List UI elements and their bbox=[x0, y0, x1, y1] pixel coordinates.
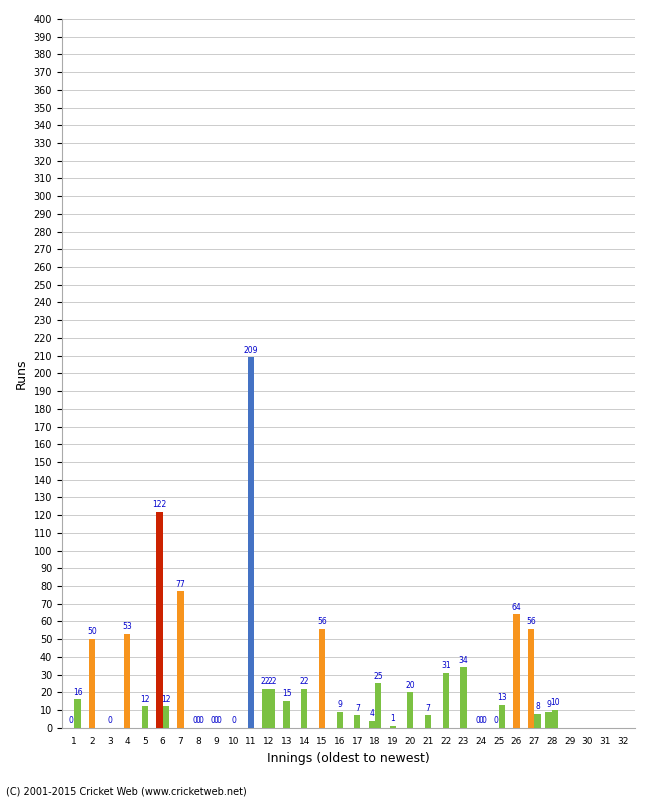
Bar bbox=[514, 614, 519, 728]
Text: 0: 0 bbox=[107, 716, 112, 725]
Text: 0: 0 bbox=[196, 716, 201, 725]
Bar bbox=[301, 689, 307, 728]
Text: 22: 22 bbox=[267, 677, 277, 686]
Bar bbox=[528, 629, 534, 728]
Text: 8: 8 bbox=[535, 702, 539, 711]
Text: 0: 0 bbox=[192, 716, 197, 725]
Bar bbox=[163, 706, 169, 728]
Text: 22: 22 bbox=[261, 677, 270, 686]
Text: 0: 0 bbox=[231, 716, 236, 725]
Bar bbox=[269, 689, 275, 728]
Text: 0: 0 bbox=[68, 716, 73, 725]
Text: 9: 9 bbox=[546, 700, 551, 709]
Text: 13: 13 bbox=[497, 693, 507, 702]
Text: 122: 122 bbox=[152, 500, 166, 509]
Text: 56: 56 bbox=[526, 617, 536, 626]
Text: 0: 0 bbox=[482, 716, 487, 725]
Text: 0: 0 bbox=[493, 716, 498, 725]
Y-axis label: Runs: Runs bbox=[15, 358, 28, 389]
Text: 31: 31 bbox=[441, 661, 450, 670]
Text: 7: 7 bbox=[426, 704, 430, 713]
Text: 50: 50 bbox=[87, 627, 97, 637]
Bar bbox=[157, 511, 162, 728]
Bar bbox=[263, 689, 268, 728]
Text: 0: 0 bbox=[213, 716, 218, 725]
Text: 4: 4 bbox=[369, 709, 374, 718]
Text: 0: 0 bbox=[210, 716, 215, 725]
Bar bbox=[408, 692, 413, 728]
Bar bbox=[369, 721, 375, 728]
X-axis label: Innings (oldest to newest): Innings (oldest to newest) bbox=[267, 752, 430, 765]
Bar bbox=[142, 706, 148, 728]
Text: 64: 64 bbox=[512, 602, 521, 612]
Text: 77: 77 bbox=[176, 580, 185, 589]
Bar bbox=[248, 358, 254, 728]
Bar bbox=[425, 715, 431, 728]
Bar bbox=[283, 701, 290, 728]
Bar bbox=[337, 712, 343, 728]
Text: 0: 0 bbox=[216, 716, 222, 725]
Text: 12: 12 bbox=[161, 695, 171, 704]
Text: 12: 12 bbox=[140, 695, 150, 704]
Bar bbox=[443, 673, 449, 728]
Text: 20: 20 bbox=[406, 681, 415, 690]
Text: 53: 53 bbox=[122, 622, 132, 631]
Bar bbox=[124, 634, 131, 728]
Text: 22: 22 bbox=[300, 677, 309, 686]
Text: 10: 10 bbox=[551, 698, 560, 707]
Bar bbox=[318, 629, 325, 728]
Text: 15: 15 bbox=[281, 690, 291, 698]
Text: 0: 0 bbox=[199, 716, 204, 725]
Text: 7: 7 bbox=[355, 704, 359, 713]
Bar bbox=[534, 714, 541, 728]
Bar bbox=[89, 639, 95, 728]
Bar bbox=[75, 699, 81, 728]
Text: (C) 2001-2015 Cricket Web (www.cricketweb.net): (C) 2001-2015 Cricket Web (www.cricketwe… bbox=[6, 786, 247, 796]
Bar bbox=[499, 705, 505, 728]
Bar bbox=[354, 715, 360, 728]
Bar bbox=[552, 710, 558, 728]
Text: 0: 0 bbox=[475, 716, 480, 725]
Bar bbox=[389, 726, 396, 728]
Bar bbox=[177, 591, 183, 728]
Text: 0: 0 bbox=[478, 716, 484, 725]
Bar bbox=[375, 683, 382, 728]
Text: 9: 9 bbox=[337, 700, 342, 709]
Text: 1: 1 bbox=[390, 714, 395, 723]
Text: 56: 56 bbox=[317, 617, 327, 626]
Bar bbox=[460, 667, 467, 728]
Text: 209: 209 bbox=[244, 346, 259, 354]
Text: 34: 34 bbox=[458, 656, 468, 665]
Text: 25: 25 bbox=[374, 672, 383, 681]
Bar bbox=[545, 712, 552, 728]
Text: 16: 16 bbox=[73, 688, 83, 697]
